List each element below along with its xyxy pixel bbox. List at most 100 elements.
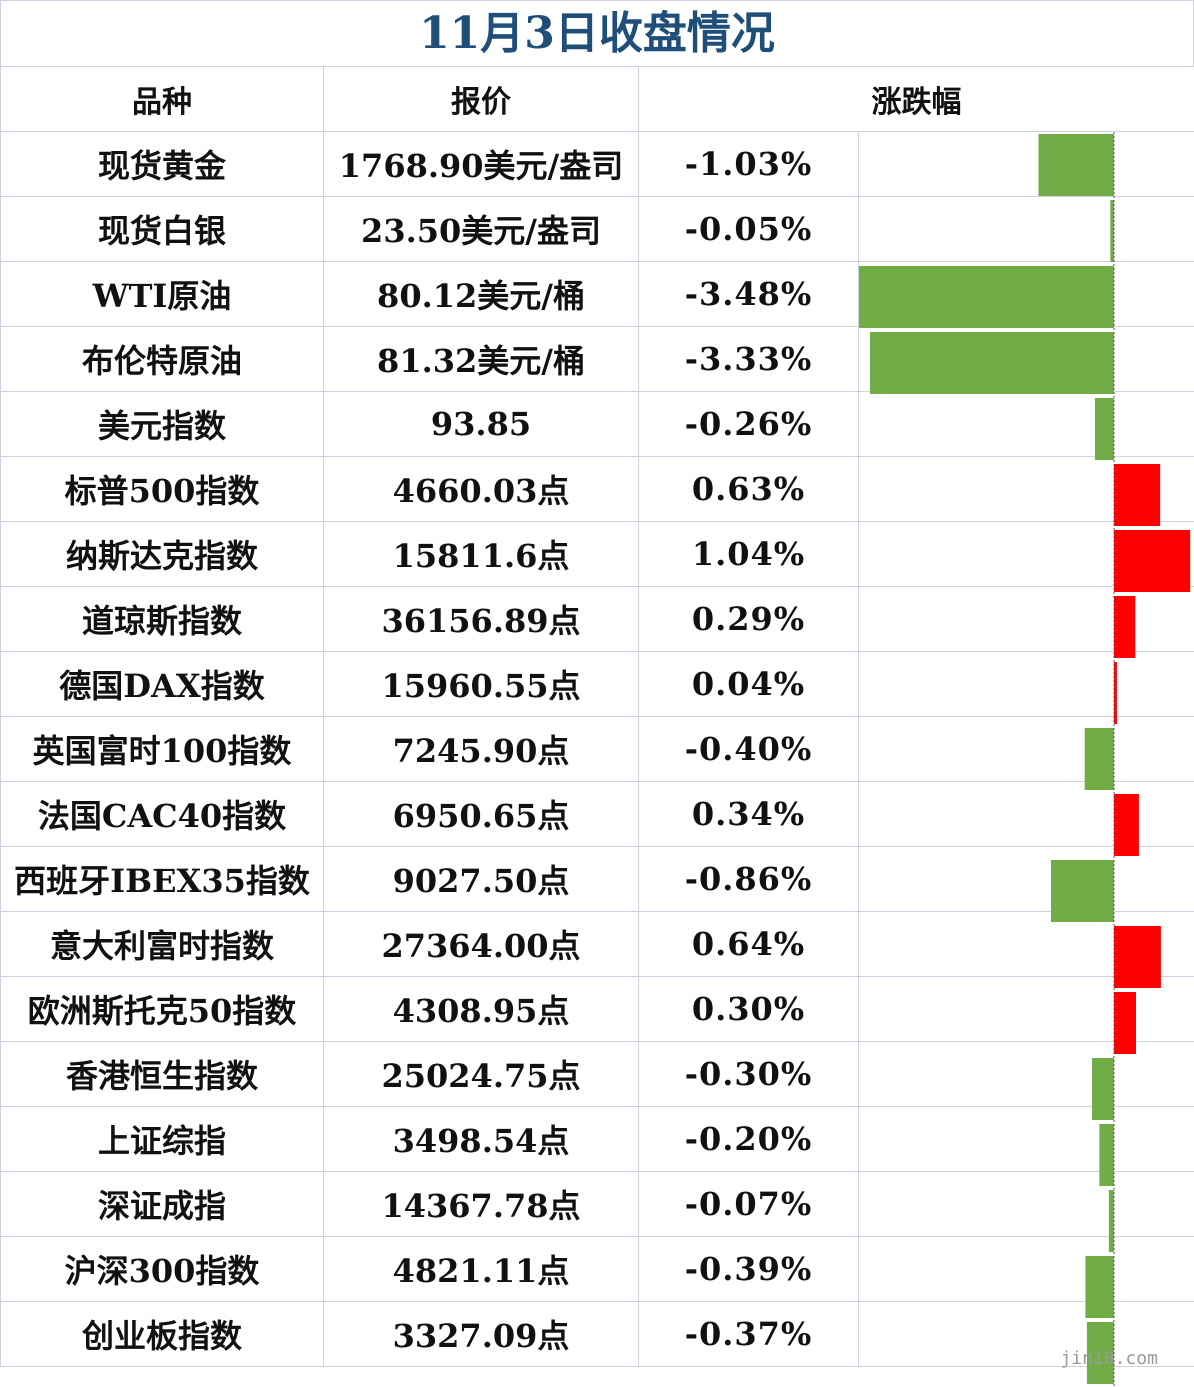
row-quote: 9027.50点	[323, 846, 639, 912]
row-quote: 6950.65点	[323, 781, 639, 847]
row-bar-cell	[858, 1301, 1194, 1367]
table-row: 纳斯达克指数 15811.6点 1.04%	[0, 521, 1194, 587]
row-change: -1.03%	[638, 131, 859, 197]
row-quote: 4821.11点	[323, 1236, 639, 1302]
row-name: 香港恒生指数	[0, 1041, 324, 1107]
row-change: 0.04%	[638, 651, 859, 717]
table-row: 西班牙IBEX35指数 9027.50点 -0.86%	[0, 846, 1194, 912]
table-row: 现货黄金 1768.90美元/盎司 -1.03%	[0, 131, 1194, 197]
row-name: 美元指数	[0, 391, 324, 457]
row-change: 0.63%	[638, 456, 859, 522]
row-name: 道琼斯指数	[0, 586, 324, 652]
row-name: 现货白银	[0, 196, 324, 262]
row-name: 纳斯达克指数	[0, 521, 324, 587]
row-change: -3.33%	[638, 326, 859, 392]
row-quote: 15811.6点	[323, 521, 639, 587]
table-row: 美元指数 93.85 -0.26%	[0, 391, 1194, 457]
row-quote: 27364.00点	[323, 911, 639, 977]
row-change: 0.30%	[638, 976, 859, 1042]
row-name: 布伦特原油	[0, 326, 324, 392]
table-row: 道琼斯指数 36156.89点 0.29%	[0, 586, 1194, 652]
row-quote: 4308.95点	[323, 976, 639, 1042]
table-row: 创业板指数 3327.09点 -0.37%	[0, 1301, 1194, 1367]
row-bar-cell	[858, 196, 1194, 262]
row-quote: 80.12美元/桶	[323, 261, 639, 327]
row-change: -0.39%	[638, 1236, 859, 1302]
row-bar-cell	[858, 261, 1194, 327]
row-bar-cell	[858, 456, 1194, 522]
row-quote: 23.50美元/盎司	[323, 196, 639, 262]
row-change: -0.37%	[638, 1301, 859, 1367]
row-change: -0.20%	[638, 1106, 859, 1172]
row-change: -0.05%	[638, 196, 859, 262]
watermark: jin10.com	[1060, 1348, 1158, 1369]
row-change: -0.40%	[638, 716, 859, 782]
row-bar-cell	[858, 586, 1194, 652]
row-quote: 36156.89点	[323, 586, 639, 652]
row-name: 欧洲斯托克50指数	[0, 976, 324, 1042]
row-bar-cell	[858, 716, 1194, 782]
table-row: 深证成指 14367.78点 -0.07%	[0, 1171, 1194, 1237]
row-change: -0.86%	[638, 846, 859, 912]
row-change: 0.29%	[638, 586, 859, 652]
header-quote: 报价	[323, 66, 639, 132]
row-bar-cell	[858, 1041, 1194, 1107]
row-bar-cell	[858, 846, 1194, 912]
row-quote: 81.32美元/桶	[323, 326, 639, 392]
row-quote: 1768.90美元/盎司	[323, 131, 639, 197]
row-bar-cell	[858, 521, 1194, 587]
row-change: 0.34%	[638, 781, 859, 847]
table-row: 标普500指数 4660.03点 0.63%	[0, 456, 1194, 522]
row-change: -3.48%	[638, 261, 859, 327]
row-name: 西班牙IBEX35指数	[0, 846, 324, 912]
row-name: 德国DAX指数	[0, 651, 324, 717]
header-name: 品种	[0, 66, 324, 132]
row-quote: 7245.90点	[323, 716, 639, 782]
row-change: -0.30%	[638, 1041, 859, 1107]
table-row: 欧洲斯托克50指数 4308.95点 0.30%	[0, 976, 1194, 1042]
row-quote: 93.85	[323, 391, 639, 457]
row-quote: 14367.78点	[323, 1171, 639, 1237]
row-name: 现货黄金	[0, 131, 324, 197]
table-row: 德国DAX指数 15960.55点 0.04%	[0, 651, 1194, 717]
row-name: 法国CAC40指数	[0, 781, 324, 847]
table-row: 沪深300指数 4821.11点 -0.39%	[0, 1236, 1194, 1302]
row-bar-cell	[858, 131, 1194, 197]
row-name: 沪深300指数	[0, 1236, 324, 1302]
row-quote: 4660.03点	[323, 456, 639, 522]
row-bar-cell	[858, 1106, 1194, 1172]
row-name: 深证成指	[0, 1171, 324, 1237]
table-row: 上证综指 3498.54点 -0.20%	[0, 1106, 1194, 1172]
row-bar-cell	[858, 651, 1194, 717]
page-title: 11月3日收盘情况	[0, 0, 1194, 66]
header-change: 涨跌幅	[638, 66, 1194, 132]
table-row: WTI原油 80.12美元/桶 -3.48%	[0, 261, 1194, 327]
row-bar-cell	[858, 781, 1194, 847]
row-bar-cell	[858, 391, 1194, 457]
row-bar-cell	[858, 1171, 1194, 1237]
row-bar-cell	[858, 976, 1194, 1042]
row-change: 1.04%	[638, 521, 859, 587]
row-change: 0.64%	[638, 911, 859, 977]
table-row: 意大利富时指数 27364.00点 0.64%	[0, 911, 1194, 977]
table-row: 现货白银 23.50美元/盎司 -0.05%	[0, 196, 1194, 262]
quote-table: 品种 报价 涨跌幅 现货黄金 1768.90美元/盎司 -1.03% 现货白银 23.5…	[0, 66, 1194, 1367]
row-change: -0.26%	[638, 391, 859, 457]
row-quote: 25024.75点	[323, 1041, 639, 1107]
row-bar-cell	[858, 1236, 1194, 1302]
row-name: 意大利富时指数	[0, 911, 324, 977]
row-bar-cell	[858, 326, 1194, 392]
row-name: 创业板指数	[0, 1301, 324, 1367]
row-name: 英国富时100指数	[0, 716, 324, 782]
row-bar-cell	[858, 911, 1194, 977]
table-row: 法国CAC40指数 6950.65点 0.34%	[0, 781, 1194, 847]
table-row: 英国富时100指数 7245.90点 -0.40%	[0, 716, 1194, 782]
table-row: 布伦特原油 81.32美元/桶 -3.33%	[0, 326, 1194, 392]
row-change: -0.07%	[638, 1171, 859, 1237]
row-name: 标普500指数	[0, 456, 324, 522]
table-row: 香港恒生指数 25024.75点 -0.30%	[0, 1041, 1194, 1107]
row-quote: 3498.54点	[323, 1106, 639, 1172]
row-name: 上证综指	[0, 1106, 324, 1172]
header-row: 品种 报价 涨跌幅	[0, 66, 1194, 132]
